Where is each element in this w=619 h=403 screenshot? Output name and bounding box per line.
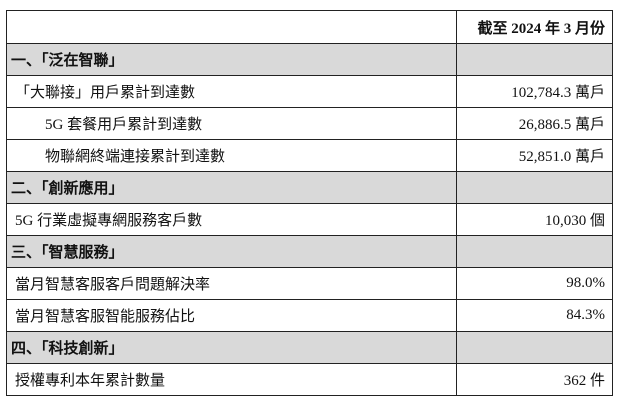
row-label: 當月智慧客服智能服務佔比: [6, 299, 457, 332]
section-value-cell: [456, 171, 613, 204]
table-row: 當月智慧客服客戶問題解決率 98.0%: [6, 267, 613, 300]
table-row: 授權專利本年累計數量 362 件: [6, 363, 613, 396]
table-row: 物聯網終端連接累計到達數 52,851.0 萬戶: [6, 139, 613, 172]
section-value-cell: [456, 43, 613, 76]
section-row: 四、「科技創新」: [6, 331, 613, 364]
header-label-cell: [6, 10, 457, 44]
row-label: 當月智慧客服客戶問題解決率: [6, 267, 457, 300]
table-row: 5G 套餐用戶累計到達數 26,886.5 萬戶: [6, 107, 613, 140]
row-label: 5G 行業虛擬專網服務客戶數: [6, 203, 457, 236]
row-value: 52,851.0 萬戶: [456, 139, 613, 172]
row-value: 84.3%: [456, 299, 613, 332]
section-title: 四、「科技創新」: [6, 331, 457, 364]
section-value-cell: [456, 331, 613, 364]
section-title: 三、「智慧服務」: [6, 235, 457, 268]
row-value: 10,030 個: [456, 203, 613, 236]
section-title: 二、「創新應用」: [6, 171, 457, 204]
section-row: 一、「泛在智聯」: [6, 43, 613, 76]
header-row: 截至 2024 年 3 月份: [6, 10, 613, 44]
row-value: 98.0%: [456, 267, 613, 300]
row-label: 5G 套餐用戶累計到達數: [6, 107, 457, 140]
row-value: 26,886.5 萬戶: [456, 107, 613, 140]
table-row: 5G 行業虛擬專網服務客戶數 10,030 個: [6, 203, 613, 236]
table-row: 當月智慧客服智能服務佔比 84.3%: [6, 299, 613, 332]
row-label: 「大聯接」用戶累計到達數: [6, 75, 457, 108]
row-value: 102,784.3 萬戶: [456, 75, 613, 108]
row-label: 物聯網終端連接累計到達數: [6, 139, 457, 172]
row-value: 362 件: [456, 363, 613, 396]
row-label: 授權專利本年累計數量: [6, 363, 457, 396]
operating-data-table: 截至 2024 年 3 月份 一、「泛在智聯」 「大聯接」用戶累計到達數 102,7…: [6, 10, 613, 396]
section-row: 三、「智慧服務」: [6, 235, 613, 268]
header-period-cell: 截至 2024 年 3 月份: [456, 10, 613, 44]
section-title: 一、「泛在智聯」: [6, 43, 457, 76]
section-value-cell: [456, 235, 613, 268]
section-row: 二、「創新應用」: [6, 171, 613, 204]
table-row: 「大聯接」用戶累計到達數 102,784.3 萬戶: [6, 75, 613, 108]
